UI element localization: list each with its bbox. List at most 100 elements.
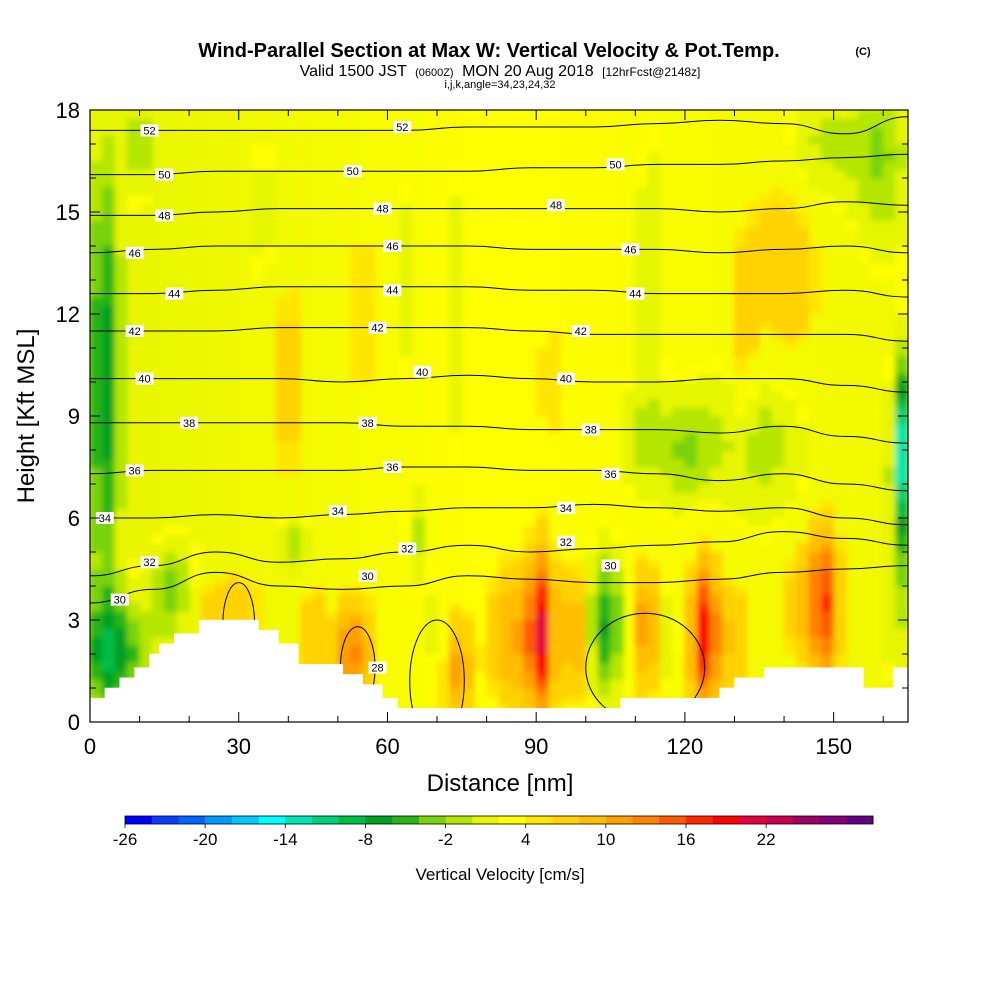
velocity-cell [610,662,624,672]
velocity-cell [796,645,810,655]
velocity-cell [349,279,363,289]
velocity-cell [895,330,908,340]
velocity-cell [845,177,859,187]
velocity-cell [90,602,103,612]
velocity-cell [263,203,277,213]
velocity-cell [684,662,698,672]
velocity-cell [498,687,512,697]
velocity-cell [114,322,128,332]
velocity-cell [746,432,760,442]
contour-label-text: 50 [609,159,621,171]
velocity-cell [734,628,748,638]
velocity-cell [771,322,785,332]
velocity-cell [114,398,128,408]
velocity-cell [300,551,314,561]
velocity-cell [734,330,748,340]
velocity-cell [771,475,785,485]
velocity-cell [758,220,772,230]
velocity-cell [449,619,463,629]
velocity-cell [808,534,822,544]
velocity-cell [709,407,723,417]
velocity-cell [845,203,859,213]
velocity-cell [399,279,413,289]
velocity-cell [721,432,735,442]
velocity-cell [882,390,896,400]
velocity-cell [758,390,772,400]
contour-label-bg [140,124,159,137]
velocity-cell [535,560,549,570]
velocity-cell [833,551,847,561]
velocity-cell [511,568,525,578]
theta-contour-48 [90,201,908,216]
velocity-cell [102,458,116,468]
velocity-cell [114,110,128,119]
velocity-cell [635,500,649,510]
velocity-cell [325,653,339,663]
contour-label-bg [125,246,144,259]
velocity-cell [114,211,128,221]
velocity-cell [647,611,661,621]
velocity-cell [659,373,673,383]
velocity-cell [337,611,351,621]
velocity-cell [771,211,785,221]
velocity-cell [796,237,810,247]
contour-label-text: 48 [376,204,388,216]
velocity-cell [758,381,772,391]
velocity-cell [647,500,661,510]
velocity-cell [697,373,710,383]
velocity-cell [535,568,549,578]
velocity-cell [808,585,822,595]
velocity-cell [312,619,326,629]
velocity-cell [498,560,512,570]
velocity-cell [597,645,611,655]
velocity-cell [263,186,277,196]
velocity-cell [882,568,896,578]
velocity-cell [746,483,760,493]
velocity-cell [882,449,896,459]
velocity-cell [399,271,413,281]
velocity-cell [449,228,463,238]
velocity-cell [139,628,153,638]
velocity-cell [300,526,314,536]
velocity-cell [90,441,103,451]
velocity-cell [746,322,760,332]
velocity-cell [820,143,834,153]
velocity-cell [349,288,363,298]
velocity-cell [449,679,463,689]
velocity-cell [734,662,748,672]
velocity-cell [102,602,116,612]
velocity-cell [895,313,908,323]
velocity-cell [820,568,834,578]
velocity-cell [126,611,140,621]
velocity-cell [573,687,587,697]
velocity-cell [312,594,326,604]
velocity-cell [226,611,240,621]
velocity-cell [870,271,884,281]
velocity-cell [659,415,673,425]
velocity-cell [523,526,537,536]
velocity-cell [709,466,723,476]
velocity-cell [114,449,128,459]
velocity-cell [808,560,822,570]
velocity-cell [783,458,797,468]
velocity-cell [882,160,896,170]
velocity-cell [275,526,289,536]
contour-label: 40 [413,365,432,379]
velocity-cell [164,526,178,536]
velocity-cell [684,466,698,476]
velocity-cell [126,177,140,187]
velocity-cell [449,432,463,442]
velocity-cell [808,152,822,162]
velocity-cell [449,364,463,374]
velocity-cell [548,330,562,340]
velocity-cell [895,194,908,204]
contour-label-bg [581,423,600,436]
velocity-cell [288,560,301,570]
velocity-cell [275,415,289,425]
velocity-cell [114,390,128,400]
contour-label-text: 28 [371,663,383,675]
velocity-cell [870,118,884,128]
contour-label: 46 [621,243,640,256]
velocity-cell [746,415,760,425]
velocity-cell [647,169,661,179]
